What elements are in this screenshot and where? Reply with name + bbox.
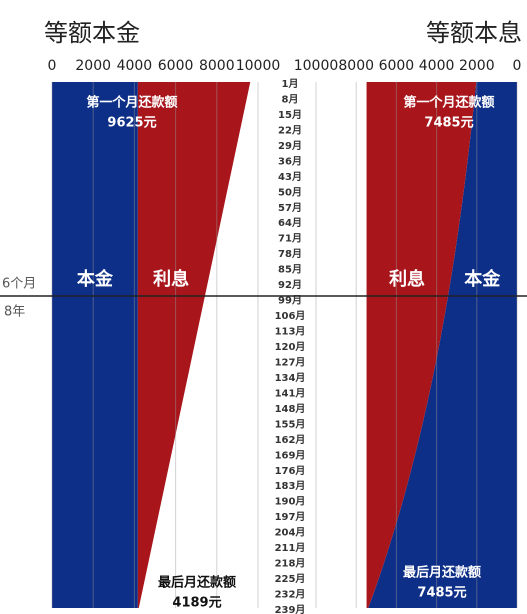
series-label: 本金 — [77, 268, 114, 290]
y-tick-label: 127月 — [275, 356, 306, 368]
area — [368, 82, 517, 608]
y-tick-label: 57月 — [278, 202, 302, 214]
x-tick-label: 8000 — [338, 58, 374, 74]
y-tick-label: 36月 — [278, 155, 302, 167]
y-tick-label: 232月 — [275, 589, 306, 601]
y-tick-label: 8月 — [282, 93, 299, 105]
area — [366, 82, 477, 608]
x-tick-label: 6000 — [158, 58, 194, 74]
x-tick-label: 4000 — [117, 58, 153, 74]
y-tick-label: 162月 — [275, 434, 306, 446]
y-tick-label: 155月 — [275, 418, 306, 430]
y-tick-label: 15月 — [278, 109, 302, 121]
y-tick-label: 29月 — [278, 140, 302, 152]
annotation: 7485元 — [424, 116, 473, 131]
annotation: 最后月还款额 — [403, 565, 481, 581]
y-tick-label: 120月 — [275, 341, 306, 353]
annotation: 第一个月还款额 — [86, 95, 177, 111]
y-tick-label: 204月 — [275, 527, 306, 539]
annotation: 7485元 — [417, 586, 466, 601]
y-tick-label: 148月 — [275, 403, 306, 415]
chart-title: 等额本息 — [426, 19, 522, 47]
y-tick-label: 169月 — [275, 449, 306, 461]
y-tick-label: 197月 — [275, 511, 306, 523]
divider-label: 8年 — [4, 305, 25, 320]
x-tick-label: 4000 — [419, 58, 455, 74]
x-tick-label: 2000 — [75, 58, 111, 74]
annotation: 最后月还款额 — [158, 575, 236, 591]
y-tick-label: 134月 — [275, 372, 306, 384]
x-tick-label: 2000 — [459, 58, 495, 74]
y-tick-label: 1月 — [282, 78, 299, 90]
x-tick-label: 0 — [513, 58, 522, 74]
annotation: 9625元 — [107, 116, 156, 131]
y-tick-label: 43月 — [278, 171, 302, 183]
area — [52, 82, 138, 608]
y-tick-label: 141月 — [275, 387, 306, 399]
y-tick-label: 85月 — [278, 264, 302, 276]
y-tick-label: 22月 — [278, 124, 302, 136]
y-tick-label: 50月 — [278, 186, 302, 198]
y-tick-label: 176月 — [275, 465, 306, 477]
y-tick-label: 225月 — [275, 573, 306, 585]
y-tick-label: 78月 — [278, 248, 302, 260]
series-label: 本金 — [464, 268, 501, 290]
series-label: 利息 — [153, 268, 189, 290]
y-tick-label: 92月 — [278, 279, 302, 291]
chart-title: 等额本金 — [44, 19, 140, 47]
annotation: 第一个月还款额 — [403, 95, 494, 111]
y-tick-label: 183月 — [275, 480, 306, 492]
x-tick-label: 6000 — [379, 58, 415, 74]
y-tick-label: 71月 — [278, 233, 302, 245]
y-tick-label: 239月 — [275, 604, 306, 614]
x-tick-label: 8000 — [199, 58, 235, 74]
x-tick-label: 10000 — [236, 58, 281, 74]
y-tick-label: 211月 — [275, 542, 306, 554]
divider-label: 6个月 — [2, 277, 36, 292]
y-tick-label: 99月 — [278, 295, 302, 307]
y-tick-label: 106月 — [275, 310, 306, 322]
y-tick-label: 218月 — [275, 558, 306, 570]
series-label: 利息 — [389, 268, 425, 290]
area — [137, 82, 251, 608]
x-tick-label: 10000 — [294, 58, 339, 74]
annotation: 4189元 — [172, 596, 221, 611]
y-tick-label: 64月 — [278, 217, 302, 229]
x-tick-label: 0 — [48, 58, 57, 74]
y-tick-label: 190月 — [275, 496, 306, 508]
y-tick-label: 113月 — [275, 326, 306, 338]
